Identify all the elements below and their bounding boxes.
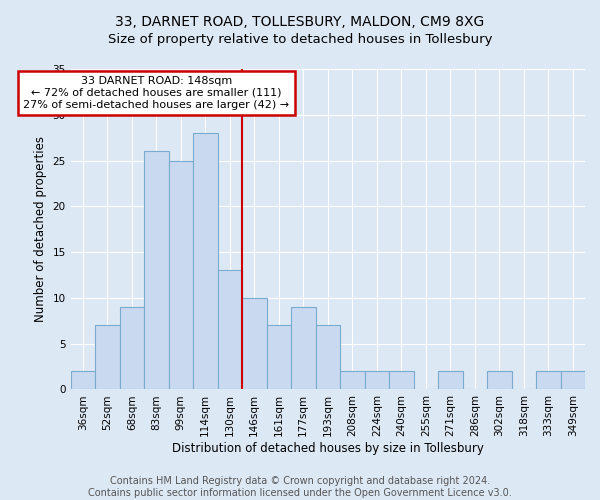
Y-axis label: Number of detached properties: Number of detached properties bbox=[34, 136, 47, 322]
X-axis label: Distribution of detached houses by size in Tollesbury: Distribution of detached houses by size … bbox=[172, 442, 484, 455]
Bar bbox=[218, 270, 242, 390]
Bar bbox=[536, 371, 560, 390]
Bar bbox=[193, 133, 218, 390]
Bar bbox=[389, 371, 413, 390]
Bar bbox=[560, 371, 585, 390]
Text: Contains HM Land Registry data © Crown copyright and database right 2024.
Contai: Contains HM Land Registry data © Crown c… bbox=[88, 476, 512, 498]
Bar bbox=[95, 326, 119, 390]
Text: 33 DARNET ROAD: 148sqm
← 72% of detached houses are smaller (111)
27% of semi-de: 33 DARNET ROAD: 148sqm ← 72% of detached… bbox=[23, 76, 289, 110]
Text: Size of property relative to detached houses in Tollesbury: Size of property relative to detached ho… bbox=[108, 32, 492, 46]
Text: 33, DARNET ROAD, TOLLESBURY, MALDON, CM9 8XG: 33, DARNET ROAD, TOLLESBURY, MALDON, CM9… bbox=[115, 15, 485, 29]
Bar bbox=[438, 371, 463, 390]
Bar bbox=[340, 371, 365, 390]
Bar bbox=[316, 326, 340, 390]
Bar bbox=[291, 307, 316, 390]
Bar bbox=[144, 152, 169, 390]
Bar bbox=[365, 371, 389, 390]
Bar bbox=[242, 298, 266, 390]
Bar bbox=[71, 371, 95, 390]
Bar bbox=[119, 307, 144, 390]
Bar bbox=[266, 326, 291, 390]
Bar bbox=[487, 371, 512, 390]
Bar bbox=[169, 160, 193, 390]
